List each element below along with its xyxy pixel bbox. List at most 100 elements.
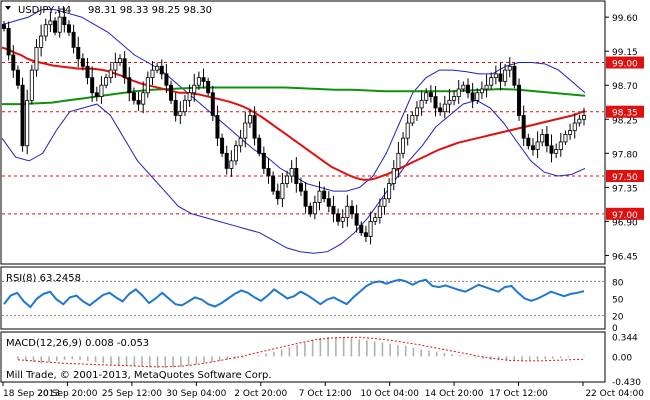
candle — [238, 129, 243, 153]
candle — [336, 208, 341, 226]
candle — [493, 65, 498, 85]
candle — [224, 145, 229, 175]
candle-body — [503, 69, 508, 82]
candle — [419, 90, 424, 116]
candle-body — [424, 92, 429, 101]
candle — [210, 85, 215, 121]
candle-body — [433, 96, 438, 109]
candle-body — [340, 217, 345, 222]
candle — [169, 80, 174, 104]
candle-body — [303, 190, 308, 207]
candle — [131, 87, 136, 105]
candle — [266, 158, 271, 184]
candle — [108, 63, 113, 84]
candle-body — [549, 145, 554, 154]
candle-body — [136, 99, 141, 105]
candle — [164, 64, 169, 94]
candle-body — [25, 99, 30, 147]
candle-body — [396, 152, 401, 169]
candle-body — [368, 220, 373, 237]
candle — [15, 65, 20, 89]
ohlc-values: 98.31 98.33 98.25 98.30 — [88, 5, 212, 16]
candle-body — [563, 133, 568, 143]
candle-body — [354, 213, 359, 226]
candle — [201, 68, 206, 89]
candle — [326, 191, 331, 213]
candle — [85, 57, 90, 85]
candle — [229, 150, 234, 177]
candle-body — [196, 77, 201, 86]
candle-body — [442, 103, 447, 113]
candle-body — [90, 77, 95, 94]
rsi-title: RSI(8) 63.2458 — [6, 273, 81, 284]
candle — [261, 146, 266, 174]
candle — [442, 95, 447, 119]
candle-body — [57, 16, 62, 33]
candle-body — [169, 84, 174, 101]
candle — [322, 186, 327, 203]
price-tick-label: 99.15 — [612, 48, 638, 58]
candle-body — [391, 168, 396, 184]
candle — [405, 113, 410, 146]
candle-body — [484, 84, 489, 90]
candle-body — [159, 65, 164, 75]
candle-body — [298, 183, 303, 192]
candle-body — [62, 16, 67, 26]
price-tag-label: 97.50 — [612, 173, 638, 183]
candle — [568, 123, 573, 140]
candle-body — [470, 92, 475, 101]
candle — [512, 62, 517, 89]
candle-body — [317, 190, 322, 203]
candle-body — [387, 183, 392, 200]
candle-body — [252, 115, 257, 139]
candle-body — [243, 122, 248, 139]
candle-body — [331, 205, 336, 215]
candle — [401, 132, 406, 159]
candle-body — [39, 35, 44, 48]
candle-body — [452, 96, 457, 101]
candle — [66, 20, 71, 36]
candle — [303, 182, 308, 214]
candle-body — [6, 28, 11, 56]
candle — [243, 111, 248, 148]
candle-body — [233, 145, 238, 162]
price-tick-label: 98.70 — [612, 82, 638, 92]
time-tick-label: 25 Sep 12:00 — [102, 389, 162, 399]
candle — [396, 141, 401, 178]
candle — [94, 86, 99, 102]
candle-body — [382, 198, 387, 207]
candle — [470, 82, 475, 109]
candle-body — [20, 84, 25, 147]
time-tick-label: 20 Sep 20:00 — [37, 389, 97, 399]
candle — [572, 113, 577, 139]
macd-tick-label: 0.344 — [612, 334, 638, 344]
macd-panel — [0, 331, 606, 383]
candle-body — [512, 65, 517, 86]
candle — [280, 172, 285, 208]
candle-body — [312, 202, 317, 215]
candle-body — [401, 137, 406, 154]
candle-body — [447, 99, 452, 105]
candle-body — [438, 107, 443, 113]
price-tag — [606, 56, 644, 69]
time-tick-label: 22 Oct 04:00 — [585, 389, 644, 399]
candle-body — [173, 99, 178, 116]
candle — [39, 24, 44, 57]
rsi-tick-label: 20 — [612, 313, 624, 323]
candle — [275, 183, 280, 205]
ma-slow-line — [2, 86, 586, 106]
collapse-triangle-icon[interactable] — [5, 6, 11, 10]
candle — [498, 62, 503, 91]
candle-body — [210, 92, 215, 116]
candle-body — [558, 141, 563, 150]
candle-body — [43, 24, 48, 37]
candle-body — [544, 133, 549, 147]
time-tick-label: 30 Sep 04:00 — [166, 389, 226, 399]
horizontal-levels — [2, 62, 604, 215]
candle — [447, 89, 452, 114]
candle — [563, 130, 568, 145]
candle — [173, 92, 178, 122]
rsi-tick-label: 80 — [612, 278, 624, 288]
candle-body — [359, 224, 364, 234]
